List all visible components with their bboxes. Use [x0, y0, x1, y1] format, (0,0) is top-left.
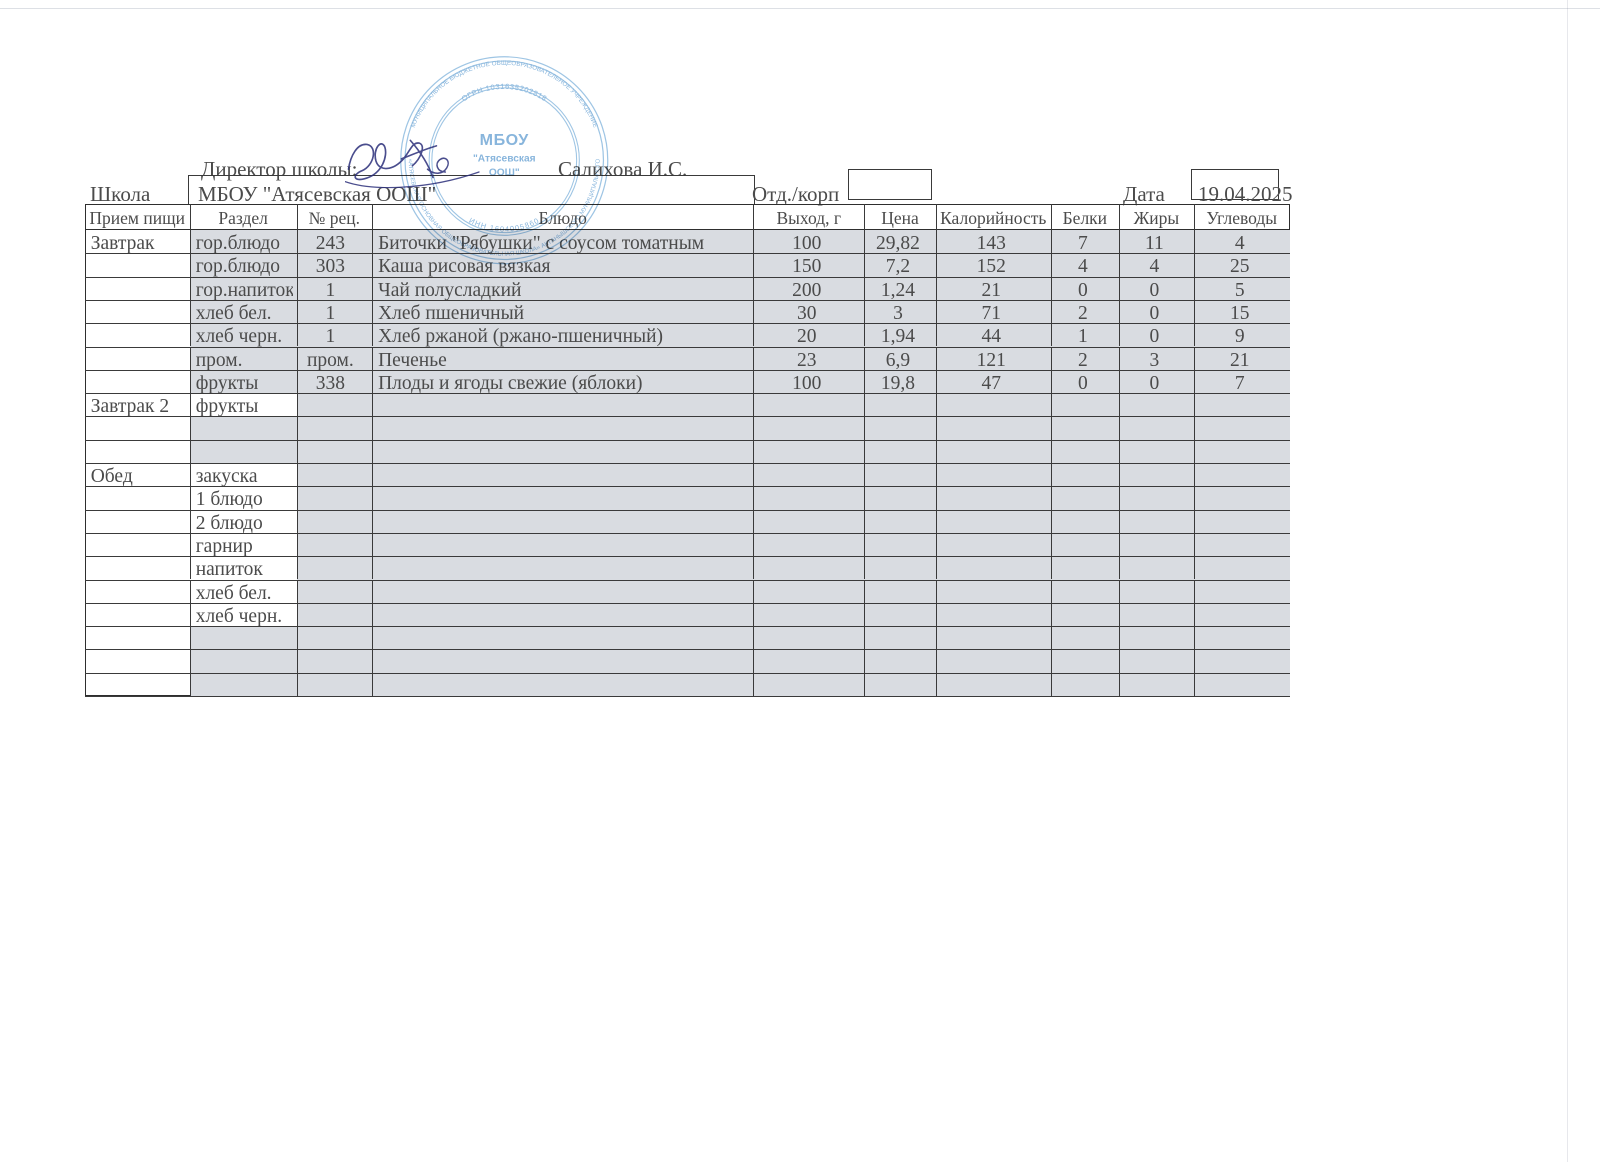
svg-text:ОГРН 1031635202818: ОГРН 1031635202818 — [460, 82, 549, 103]
svg-text:МУНИЦИПАЛЬНОЕ БЮДЖЕТНОЕ ОБЩЕОБ: МУНИЦИПАЛЬНОЕ БЮДЖЕТНОЕ ОБЩЕОБРАЗОВАТЕЛЬ… — [409, 60, 598, 129]
